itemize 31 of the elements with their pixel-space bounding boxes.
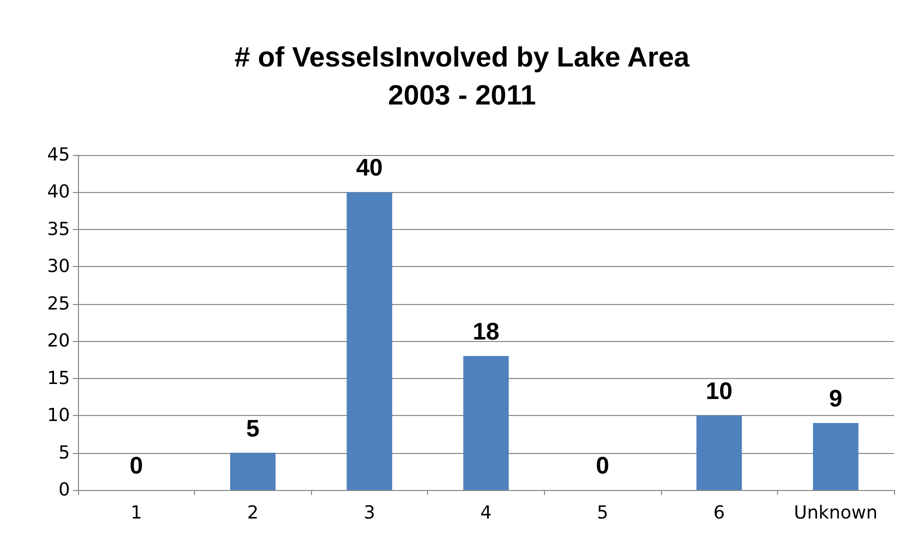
- data-label: 5: [246, 415, 260, 442]
- y-tick-label: 30: [47, 256, 70, 278]
- chart-title: # of VesselsInvolved by Lake Area: [234, 42, 690, 72]
- x-tick-label: Unknown: [794, 502, 878, 524]
- data-label: 9: [829, 386, 842, 412]
- y-tick-label: 15: [47, 368, 70, 389]
- chart-subtitle: 2003 - 2011: [388, 80, 536, 110]
- x-tick-label: 5: [596, 502, 608, 524]
- y-tick-label: 35: [47, 218, 70, 240]
- bar: [696, 416, 742, 490]
- x-tick-label: 4: [480, 502, 492, 524]
- y-tick-label: 25: [47, 293, 70, 314]
- x-tick-label: 3: [364, 502, 376, 524]
- y-tick-label: 0: [58, 480, 70, 500]
- y-tick-label: 5: [58, 442, 70, 464]
- bar: [230, 452, 276, 490]
- x-tick-label: 6: [713, 502, 725, 524]
- y-tick-label: 45: [47, 144, 70, 166]
- bar: [463, 356, 509, 490]
- data-label: 0: [596, 452, 610, 480]
- bar: [346, 192, 392, 490]
- x-tick-label: 2: [247, 502, 259, 524]
- data-label: 10: [706, 378, 732, 406]
- x-tick-label: 1: [130, 502, 142, 524]
- y-tick-label: 10: [47, 405, 70, 426]
- data-label: 18: [472, 318, 500, 346]
- data-label: 0: [130, 452, 143, 480]
- data-label: 40: [356, 154, 383, 182]
- y-tick-label: 40: [47, 182, 70, 203]
- y-tick-label: 20: [47, 330, 70, 352]
- bar: [812, 423, 858, 490]
